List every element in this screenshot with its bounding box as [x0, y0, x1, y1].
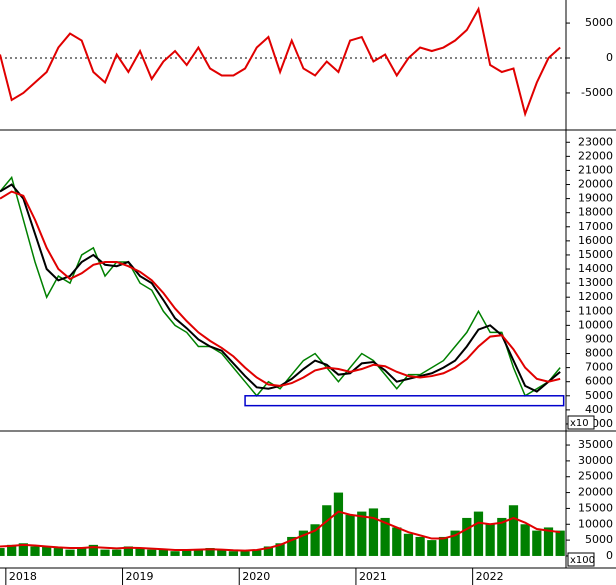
volume-bar — [427, 540, 437, 556]
y-tick-label: 5000 — [585, 389, 613, 402]
volume-bar — [240, 551, 250, 556]
volume-bar — [438, 536, 449, 556]
volume-bar — [555, 530, 565, 556]
volume-bar — [263, 546, 274, 556]
volume-bar — [88, 544, 98, 556]
y-tick-label: 30000 — [578, 454, 613, 467]
volume-bar — [100, 549, 110, 556]
volume-bar — [497, 517, 507, 556]
volume-bar — [473, 511, 484, 556]
volume-bar — [333, 492, 344, 556]
volume-bar — [462, 517, 472, 556]
y-tick-label: 21000 — [578, 163, 613, 176]
y-tick-label: 12000 — [578, 290, 613, 303]
series-line — [0, 510, 561, 552]
x-tick-label: 2022 — [476, 570, 504, 583]
y-tick-label: 23000 — [578, 135, 613, 148]
x-tick-label: 2019 — [126, 570, 154, 583]
volume-bar — [135, 548, 145, 556]
volume-bar — [158, 549, 169, 556]
volume-bar — [450, 530, 460, 556]
x-tick-label: 2021 — [359, 570, 387, 583]
volume-bar — [508, 505, 519, 556]
y-tick-label: 16000 — [578, 234, 613, 247]
volume-bar — [170, 551, 180, 556]
y-tick-label: 11000 — [578, 304, 613, 317]
unit-label-box — [567, 415, 595, 430]
y-tick-label: 20000 — [578, 178, 613, 191]
y-tick-label: 14000 — [578, 262, 613, 275]
y-tick-label: 13000 — [578, 276, 613, 289]
volume-bar — [543, 527, 554, 556]
volume-bar — [65, 549, 75, 556]
volume-bar — [275, 543, 285, 556]
volume-bar — [123, 546, 133, 556]
y-tick-label: 0 — [606, 549, 613, 562]
y-tick-label: 35000 — [578, 438, 613, 451]
volume-bar — [182, 549, 192, 556]
y-tick-label: 8000 — [585, 347, 613, 360]
y-tick-label: 17000 — [578, 220, 613, 233]
volume-bar — [392, 527, 402, 556]
y-tick-label: 5000 — [585, 533, 613, 546]
volume-bar — [310, 524, 320, 556]
volume-bar — [520, 524, 530, 556]
volume-bar — [357, 511, 367, 556]
y-tick-label: 0 — [606, 51, 613, 64]
volume-bar — [77, 548, 87, 556]
y-tick-label: -5000 — [581, 86, 613, 99]
volume-bar — [217, 549, 227, 556]
volume-bar — [368, 508, 379, 556]
y-tick-label: 10000 — [578, 318, 613, 331]
series-line — [0, 6, 561, 118]
unit-label: x100 — [570, 555, 595, 566]
volume-bar — [287, 536, 297, 556]
x-tick-label: 2020 — [242, 570, 270, 583]
volume-bar — [112, 549, 122, 556]
unit-label-box — [567, 552, 595, 567]
volume-bar — [18, 543, 28, 556]
series-line — [0, 175, 561, 397]
x-tick-label: 2018 — [9, 570, 37, 583]
unit-label: x10 — [570, 418, 589, 429]
volume-bar — [298, 530, 309, 556]
volume-bar — [193, 549, 204, 556]
y-tick-label: 10000 — [578, 517, 613, 530]
volume-bar — [7, 544, 17, 556]
support-box — [244, 395, 565, 407]
y-tick-label: 18000 — [578, 206, 613, 219]
volume-bar — [0, 548, 5, 556]
volume-bar — [485, 524, 495, 556]
y-tick-label: 9000 — [585, 332, 613, 345]
volume-bar — [322, 505, 332, 556]
series-line — [0, 190, 561, 387]
volume-bar — [345, 514, 355, 556]
volume-bar — [228, 551, 239, 556]
volume-bar — [147, 549, 157, 556]
y-tick-label: 22000 — [578, 149, 613, 162]
volume-bar — [380, 517, 390, 556]
y-tick-label: 5000 — [585, 16, 613, 29]
y-tick-label: 15000 — [578, 501, 613, 514]
volume-bar — [42, 546, 52, 556]
volume-bar — [532, 530, 542, 556]
y-tick-label: 4000 — [585, 403, 613, 416]
volume-bar — [30, 546, 40, 556]
y-tick-label: 20000 — [578, 486, 613, 499]
volume-bar — [415, 536, 425, 556]
volume-bar — [205, 548, 215, 556]
y-tick-label: 15000 — [578, 248, 613, 261]
volume-bar — [403, 533, 414, 556]
volume-bar — [53, 548, 63, 556]
volume-bar — [252, 549, 262, 556]
y-tick-label: 25000 — [578, 470, 613, 483]
y-tick-label: 19000 — [578, 192, 613, 205]
y-tick-label: 7000 — [585, 361, 613, 374]
y-tick-label: 6000 — [585, 375, 613, 388]
